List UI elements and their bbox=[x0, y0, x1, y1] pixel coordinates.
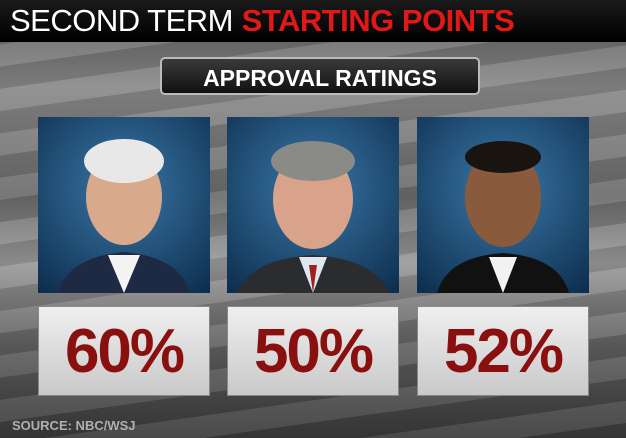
title-plain: SECOND TERM bbox=[10, 3, 234, 38]
portrait-silhouette bbox=[58, 139, 190, 293]
source: SOURCE: NBC/WSJ bbox=[12, 418, 136, 433]
rating-box: 60% bbox=[38, 306, 210, 396]
title-highlight: STARTING POINTS bbox=[241, 3, 515, 38]
portrait-silhouette bbox=[437, 141, 569, 293]
title: SECOND TERM STARTING POINTS bbox=[10, 3, 515, 38]
subtitle-box: APPROVAL RATINGS bbox=[160, 57, 480, 95]
portrait-silhouette bbox=[237, 141, 389, 293]
portrait bbox=[417, 117, 589, 293]
rating-box: 52% bbox=[417, 306, 589, 396]
header-bar: SECOND TERM STARTING POINTS bbox=[0, 0, 626, 42]
portrait bbox=[227, 117, 399, 293]
rating-box: 50% bbox=[227, 306, 399, 396]
portrait bbox=[38, 117, 210, 293]
